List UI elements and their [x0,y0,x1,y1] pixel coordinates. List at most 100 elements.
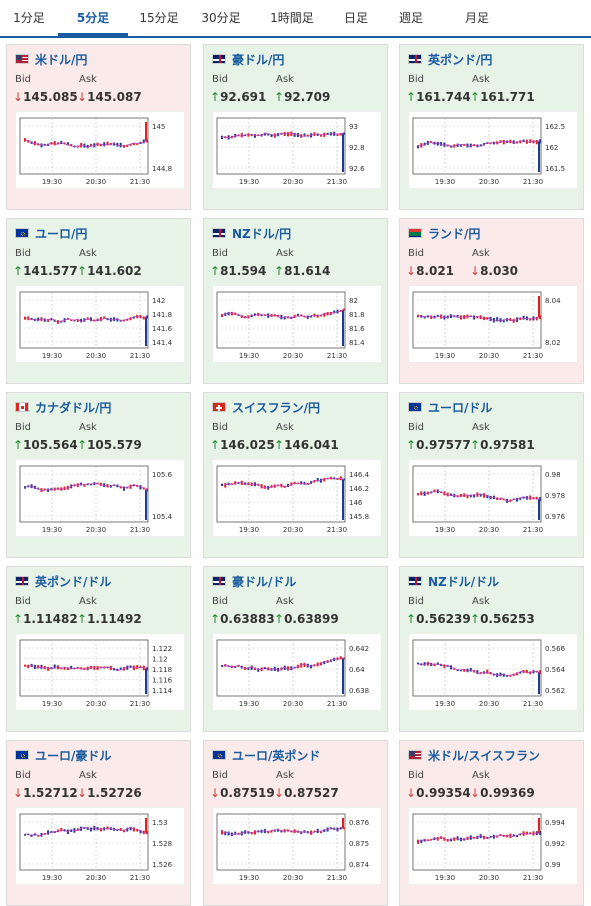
candle [70,829,73,833]
bid-value: 0.63883 [220,612,275,626]
candle [417,145,419,149]
tab-7[interactable]: 月足 [464,11,489,25]
candlestick-chart: 0.642 0.64 0.638 19:30 20:30 21:30 [212,633,382,711]
bid-price: ↑105.564 [13,438,78,452]
pair-name-link[interactable]: ユーロ/英ポンド [232,748,321,763]
pair-name-link[interactable]: 英ポンド/ドル [35,574,112,589]
y-tick-label: 0.992 [545,840,565,848]
ask-value: 105.579 [87,438,142,452]
ask-label: Ask [276,248,294,259]
candle [525,139,528,144]
x-tick-label: 19:30 [239,352,259,360]
candle [509,499,512,502]
candle [50,488,53,491]
pair-name-link[interactable]: スイスフラン/円 [232,400,321,415]
ask-price: ↑81.614 [274,264,330,278]
moving-average-line [221,308,345,320]
pair-name-link[interactable]: 英ポンド/円 [428,52,493,67]
candle [250,665,253,670]
currency-card: 豪ドル/ドル Bid Ask ↑0.63883 ↑0.63899 0.642 0.64 0.6… [203,566,388,732]
tab-3[interactable]: 30分足 [201,11,241,25]
card-header: 豪ドル/ドル [212,573,296,589]
candle [519,317,522,321]
currency-card: カナダドル/円 Bid Ask ↑105.564 ↑105.579 105.6 105.4 1… [6,392,191,558]
candle [486,494,489,499]
candle [280,314,283,320]
bid-price: ↓8.021 [406,264,454,278]
pair-name-link[interactable]: 米ドル/円 [35,52,88,67]
flag-icon [15,402,29,412]
candle [420,839,423,844]
tab-1[interactable]: 5分足 [58,0,128,36]
tab-2[interactable]: 15分足 [139,11,179,25]
candle [119,142,122,148]
candlestick-chart: 0.876 0.875 0.874 19:30 20:30 21:30 [212,807,382,885]
candle [336,827,339,832]
x-tick-label: 20:30 [479,700,499,708]
chart-svg: 0.642 0.64 0.638 19:30 20:30 21:30 [216,639,369,708]
tab-0[interactable]: 1分足 [13,11,45,25]
arrow-down-icon: ↓ [13,786,24,800]
candle [60,320,63,323]
x-tick-label: 21:30 [130,352,150,360]
candle [336,133,339,137]
candle [333,477,336,480]
flag-icon [408,576,422,586]
candle [136,665,139,669]
ask-label: Ask [79,770,97,781]
tab-4[interactable]: 1時間足 [270,11,314,25]
candle [244,316,247,319]
candle [473,836,476,839]
candle [277,484,280,487]
pair-name-link[interactable]: NZドル/ドル [428,574,500,589]
candle [96,142,99,146]
pair-name-link[interactable]: ランド/円 [428,226,481,241]
pair-name-link[interactable]: ユーロ/ドル [428,400,493,415]
pair-name-link[interactable]: 豪ドル/円 [232,52,285,67]
candle [99,482,102,486]
pair-name-link[interactable]: NZドル/円 [232,226,292,241]
tab-5[interactable]: 日足 [343,11,368,25]
candle [66,667,69,671]
ask-value: 161.771 [480,90,535,104]
pair-name-link[interactable]: カナダドル/円 [35,400,112,415]
chart-svg: 1.53 1.528 1.526 19:30 20:30 21:30 [19,813,173,882]
candle [129,143,132,146]
chart-svg: 162.5 162 161.5 19:30 20:30 21:30 [412,117,565,186]
ask-price: ↓0.87527 [274,786,339,800]
candle [37,665,40,669]
plot-frame [19,117,149,175]
candle [290,482,293,486]
ask-value: 92.709 [284,90,331,104]
candle [129,826,132,831]
candle [310,315,313,318]
ask-label: Ask [472,596,490,607]
x-tick-label: 21:30 [130,178,150,186]
x-tick-label: 20:30 [86,526,106,534]
y-tick-label: 145.8 [349,513,369,521]
card-header: 豪ドル/円 [212,51,284,67]
pair-name-link[interactable]: ユーロ/円 [35,226,88,241]
moving-average-line [24,139,148,148]
candle [227,135,230,140]
candle [479,493,482,497]
candle [126,144,129,148]
candle [30,834,33,837]
candle [145,668,147,694]
pair-name-link[interactable]: ユーロ/豪ドル [35,748,112,763]
ask-price: ↑0.97581 [470,438,535,452]
bid-value: 0.99354 [416,786,471,800]
candle [512,140,515,145]
card-header: 英ポンド/円 [408,51,492,67]
candlestick-chart: 145 144.8 19:30 20:30 21:30 [15,111,185,189]
candle [509,139,512,144]
pair-name-link[interactable]: 米ドル/スイスフラン [428,748,541,763]
candle [43,833,46,835]
pair-name-link[interactable]: 豪ドル/ドル [232,574,297,589]
y-tick-label: 0.99 [545,861,561,869]
plot-frame [216,117,346,175]
tab-6[interactable]: 週足 [398,11,423,25]
bid-label: Bid [212,248,228,259]
x-tick-label: 21:30 [130,526,150,534]
candle [512,834,515,837]
